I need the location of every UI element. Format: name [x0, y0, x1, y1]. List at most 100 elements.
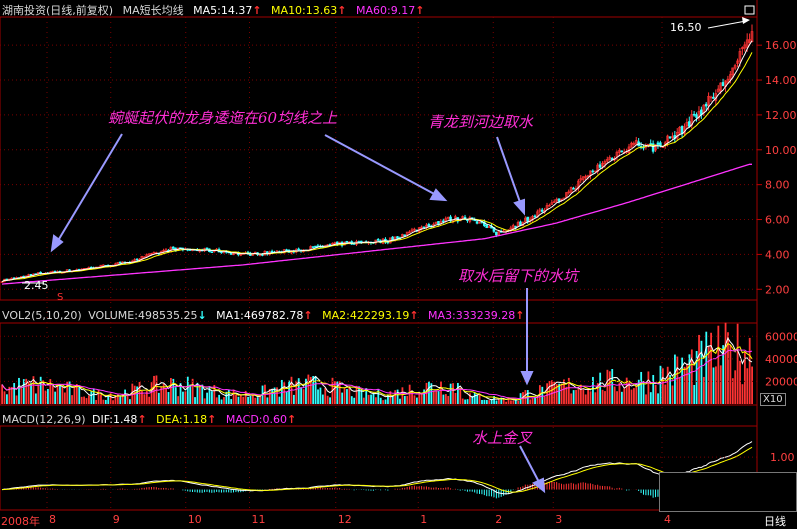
volume-bar: [256, 397, 259, 404]
volume-bar: [358, 386, 360, 404]
signal-marker: S: [57, 292, 64, 303]
volume-bar: [239, 394, 242, 404]
volume-bar: [208, 386, 211, 404]
volume-bar: [367, 394, 370, 404]
candle-body: [598, 164, 602, 168]
candle-body: [632, 142, 636, 145]
volume-bar: [640, 371, 643, 404]
volume-bar: [355, 385, 358, 404]
volume-bar: [512, 400, 515, 404]
horizontal-grid: [0, 44, 757, 290]
volume-bar: [220, 399, 223, 404]
volume-bar: [403, 395, 406, 404]
price-tick-label: 14.00: [765, 74, 797, 87]
volume-bar: [411, 390, 413, 404]
candle-body: [311, 246, 315, 248]
volume-bar: [478, 394, 481, 404]
volume-bar: [6, 394, 8, 404]
volume-bar: [47, 388, 49, 404]
volume-bar: [365, 388, 368, 404]
volume-bar: [293, 394, 295, 404]
ma60-line: [1, 163, 752, 285]
candle-body: [405, 231, 409, 236]
volume-bar: [237, 396, 240, 404]
month-tick-label: 8: [49, 513, 56, 526]
volume-bar: [633, 388, 635, 404]
volume-bar: [483, 399, 486, 404]
volume-bar: [336, 381, 339, 404]
candle-body: [497, 231, 501, 236]
volume-bar: [20, 388, 23, 404]
vol-ma2-readout: MA2:422293.19↑: [322, 309, 419, 322]
volume-bar: [252, 395, 254, 404]
candle-body: [540, 209, 544, 212]
volume-bar: [505, 401, 508, 404]
volume-bar: [223, 397, 225, 404]
volume-bar: [288, 380, 290, 404]
candle-body: [728, 74, 732, 80]
volume-bar: [584, 394, 587, 404]
volume-bar: [698, 334, 700, 404]
dea-readout: DEA:1.18↑: [156, 413, 217, 426]
volume-bar: [211, 391, 213, 404]
vertical-grid: [46, 17, 663, 510]
volume-bar: [372, 392, 375, 404]
volume-bar: [683, 366, 686, 404]
candle-body: [618, 150, 621, 153]
volume-bar: [95, 399, 98, 404]
volume-bar: [225, 391, 228, 404]
volume-bar: [490, 398, 493, 404]
volume-bar: [148, 396, 151, 404]
volume-bar: [471, 395, 474, 404]
volume-bar: [27, 380, 30, 404]
indicator-name: MA短长均线: [122, 4, 184, 17]
volume-bar: [203, 398, 206, 404]
candle-body: [584, 176, 587, 178]
price-tick-label: 2.00: [765, 283, 790, 296]
volume-bar: [278, 396, 281, 404]
candle-body: [651, 143, 655, 152]
volume-bar: [587, 388, 590, 404]
candle-body: [538, 209, 542, 212]
month-tick-label: 9: [113, 513, 120, 526]
volume-bar: [500, 397, 503, 404]
volume-bar: [295, 380, 298, 404]
volume-tick-label: 40000: [765, 353, 797, 366]
volume-bar: [136, 386, 139, 404]
candle-body: [314, 245, 317, 248]
candle-body: [442, 220, 445, 223]
volume-bar: [514, 400, 517, 404]
volume-bar: [729, 344, 732, 404]
volume-bar: [172, 378, 175, 404]
volume-bar: [473, 392, 476, 404]
candle-body: [403, 234, 407, 237]
volume-bar: [579, 384, 582, 404]
volume-bar: [517, 400, 520, 404]
candle-body: [712, 96, 715, 99]
volume-bar: [731, 378, 734, 404]
volume-bar: [300, 387, 303, 404]
candle-body: [514, 226, 517, 228]
volume-bar: [83, 396, 85, 404]
chart-frame: [0, 0, 797, 511]
volume-bar: [329, 397, 331, 404]
candle-body: [606, 159, 609, 162]
volume-bar: [100, 394, 102, 404]
volume-bar: [305, 378, 307, 404]
volume-bar: [160, 386, 163, 404]
volume-bar: [415, 397, 418, 404]
volume-bar: [235, 394, 237, 404]
volume-bar: [44, 390, 47, 404]
volume-bar: [191, 378, 194, 404]
volume-bar: [307, 374, 310, 404]
volume-bar: [469, 393, 471, 404]
volume-bar: [548, 381, 551, 404]
candle-body: [649, 143, 653, 145]
annotation-arrows: [50, 133, 546, 494]
volume-bar: [437, 391, 440, 404]
volume-bar: [63, 392, 66, 404]
volume-bar: [705, 331, 708, 404]
volume-bar: [408, 384, 411, 404]
volume-bar: [563, 379, 565, 404]
volume-bar: [529, 399, 532, 404]
